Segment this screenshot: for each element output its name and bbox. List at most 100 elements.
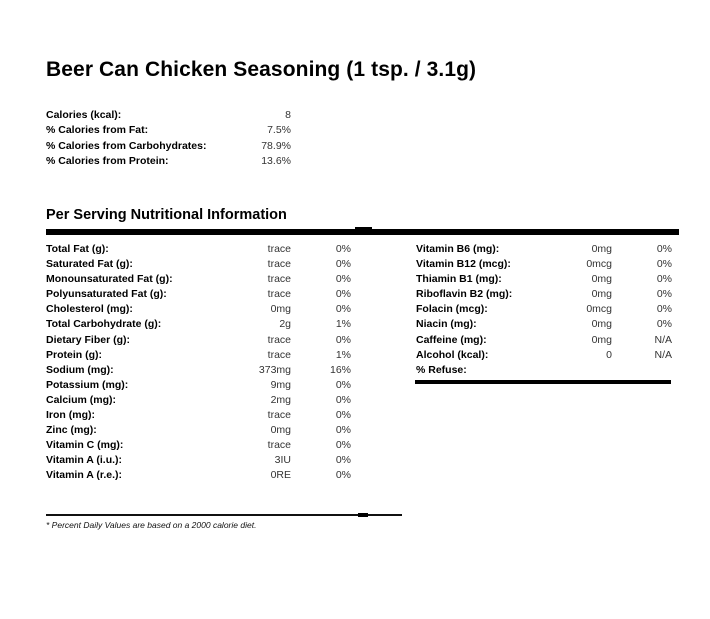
- nutrient-row: Caffeine (mg): 0mg N/A: [416, 333, 674, 348]
- nutrient-amount: 0mg: [591, 318, 612, 331]
- nutrient-label: Total Carbohydrate (g):: [46, 318, 162, 331]
- summary-value: 7.5%: [267, 124, 291, 137]
- nutrient-label: Iron (mg):: [46, 409, 95, 422]
- nutrient-amount: 2g: [279, 318, 291, 331]
- nutrient-daily-value: N/A: [654, 348, 672, 361]
- nutrient-row: Sodium (mg): 373mg 16%: [46, 363, 356, 378]
- section-divider: [46, 229, 679, 235]
- nutrient-amount: 0mcg: [586, 303, 612, 316]
- nutrient-label: Vitamin A (r.e.):: [46, 469, 123, 482]
- nutrient-daily-value: 0%: [656, 258, 672, 271]
- nutrient-label: Thiamin B1 (mg):: [416, 273, 502, 286]
- nutrient-daily-value: 1%: [335, 318, 351, 331]
- nutrient-row: Polyunsaturated Fat (g): trace 0%: [46, 287, 356, 302]
- footnote-divider: [46, 514, 402, 516]
- summary-row-calories: Calories (kcal): 8: [46, 108, 292, 123]
- nutrient-row: Niacin (mg): 0mg 0%: [416, 317, 674, 332]
- nutrient-label: Caffeine (mg):: [416, 333, 487, 346]
- nutrient-label: Polyunsaturated Fat (g):: [46, 288, 167, 301]
- divider-bump: [355, 227, 372, 229]
- summary-label: Calories (kcal):: [46, 109, 122, 121]
- nutrient-daily-value: 0%: [335, 288, 351, 301]
- nutrient-row: Saturated Fat (g): trace 0%: [46, 257, 356, 272]
- nutrient-label: Saturated Fat (g):: [46, 258, 133, 271]
- nutrient-daily-value: 0%: [335, 243, 351, 255]
- nutrient-label: Potassium (mg):: [46, 378, 129, 391]
- nutrient-daily-value: 0%: [335, 454, 351, 467]
- right-column-divider: [415, 380, 671, 384]
- nutrient-daily-value: 0%: [335, 303, 351, 316]
- nutrient-row: Vitamin B6 (mg): 0mg 0%: [416, 242, 674, 257]
- nutrient-amount: trace: [267, 409, 291, 422]
- nutrient-daily-value: 0%: [656, 243, 672, 255]
- nutrient-row: Iron (mg): trace 0%: [46, 408, 356, 423]
- nutrient-daily-value: 0%: [335, 378, 351, 391]
- nutrient-row: Dietary Fiber (g): trace 0%: [46, 333, 356, 348]
- nutrient-row: Folacin (mcg): 0mcg 0%: [416, 302, 674, 317]
- nutrient-amount: trace: [267, 288, 291, 301]
- nutrient-row: Calcium (mg): 2mg 0%: [46, 393, 356, 408]
- nutrient-amount: 3IU: [274, 454, 291, 467]
- calorie-summary: Calories (kcal): 8 % Calories from Fat: …: [46, 108, 292, 169]
- nutrient-row: Total Carbohydrate (g): 2g 1%: [46, 317, 356, 332]
- nutrient-row: Cholesterol (mg): 0mg 0%: [46, 302, 356, 317]
- nutrient-daily-value: 0%: [656, 288, 672, 301]
- recipe-title: Beer Can Chicken Seasoning (1 tsp. / 3.1…: [46, 58, 477, 81]
- nutrient-row: Potassium (mg): 9mg 0%: [46, 378, 356, 393]
- nutrient-amount: trace: [267, 258, 291, 271]
- nutrient-daily-value: N/A: [654, 333, 672, 346]
- summary-row-fat: % Calories from Fat: 7.5%: [46, 123, 292, 138]
- section-title: Per Serving Nutritional Information: [46, 207, 287, 223]
- nutrient-label: Alcohol (kcal):: [416, 348, 489, 361]
- nutrient-row: Total Fat (g): trace 0%: [46, 242, 356, 257]
- nutrient-label: Dietary Fiber (g):: [46, 333, 131, 346]
- summary-label: % Calories from Carbohydrates:: [46, 139, 207, 152]
- nutrient-row: Alcohol (kcal): 0 N/A: [416, 348, 674, 363]
- nutrient-amount: 0mg: [591, 243, 612, 255]
- nutrient-daily-value: 0%: [335, 469, 351, 482]
- summary-label: % Calories from Protein:: [46, 154, 169, 167]
- nutrient-daily-value: 0%: [335, 439, 351, 452]
- nutrient-row: Protein (g): trace 1%: [46, 348, 356, 363]
- nutrient-label: Protein (g):: [46, 348, 102, 361]
- nutrient-row: Monounsaturated Fat (g): trace 0%: [46, 272, 356, 287]
- nutrient-label: Vitamin B12 (mcg):: [416, 258, 511, 271]
- nutrient-row-refuse: % Refuse:: [416, 363, 674, 378]
- nutrient-amount: trace: [267, 439, 291, 452]
- nutrient-amount: 373mg: [258, 363, 291, 376]
- nutrient-row: Vitamin C (mg): trace 0%: [46, 438, 356, 453]
- nutrient-row: Zinc (mg): 0mg 0%: [46, 423, 356, 438]
- nutrient-amount: trace: [267, 273, 291, 286]
- nutrient-amount: 0mg: [591, 288, 612, 301]
- nutrient-daily-value: 0%: [335, 409, 351, 422]
- nutrient-label: Cholesterol (mg):: [46, 303, 133, 316]
- nutrient-daily-value: 0%: [656, 318, 672, 331]
- nutrient-label: Vitamin C (mg):: [46, 439, 124, 452]
- nutrient-row: Vitamin B12 (mcg): 0mcg 0%: [416, 257, 674, 272]
- nutrient-daily-value: 0%: [335, 393, 351, 406]
- nutrient-table-right: Vitamin B6 (mg): 0mg 0% Vitamin B12 (mcg):…: [416, 242, 674, 378]
- nutrient-label: % Refuse:: [416, 363, 467, 376]
- nutrient-label: Niacin (mg):: [416, 318, 477, 331]
- nutrient-daily-value: 0%: [335, 333, 351, 346]
- nutrient-daily-value: 0%: [335, 258, 351, 271]
- summary-value: 78.9%: [261, 139, 291, 152]
- summary-value: 8: [285, 109, 291, 121]
- nutrient-row: Riboflavin B2 (mg): 0mg 0%: [416, 287, 674, 302]
- summary-value: 13.6%: [261, 154, 291, 167]
- nutrient-amount: 2mg: [270, 393, 291, 406]
- nutrient-amount: 0: [606, 348, 612, 361]
- nutrient-daily-value: 0%: [656, 273, 672, 286]
- nutrient-daily-value: 1%: [335, 348, 351, 361]
- nutrient-label: Riboflavin B2 (mg):: [416, 288, 513, 301]
- nutrient-amount: trace: [267, 243, 291, 255]
- nutrient-amount: 0mg: [270, 424, 291, 437]
- nutrient-amount: 0mg: [591, 333, 612, 346]
- summary-row-carbohydrates: % Calories from Carbohydrates: 78.9%: [46, 139, 292, 154]
- divider-bump: [358, 513, 368, 517]
- nutrient-amount: 0mcg: [586, 258, 612, 271]
- nutrient-label: Calcium (mg):: [46, 393, 117, 406]
- nutrient-row: Vitamin A (r.e.): 0RE 0%: [46, 468, 356, 483]
- nutrient-label: Folacin (mcg):: [416, 303, 488, 316]
- summary-row-protein: % Calories from Protein: 13.6%: [46, 154, 292, 169]
